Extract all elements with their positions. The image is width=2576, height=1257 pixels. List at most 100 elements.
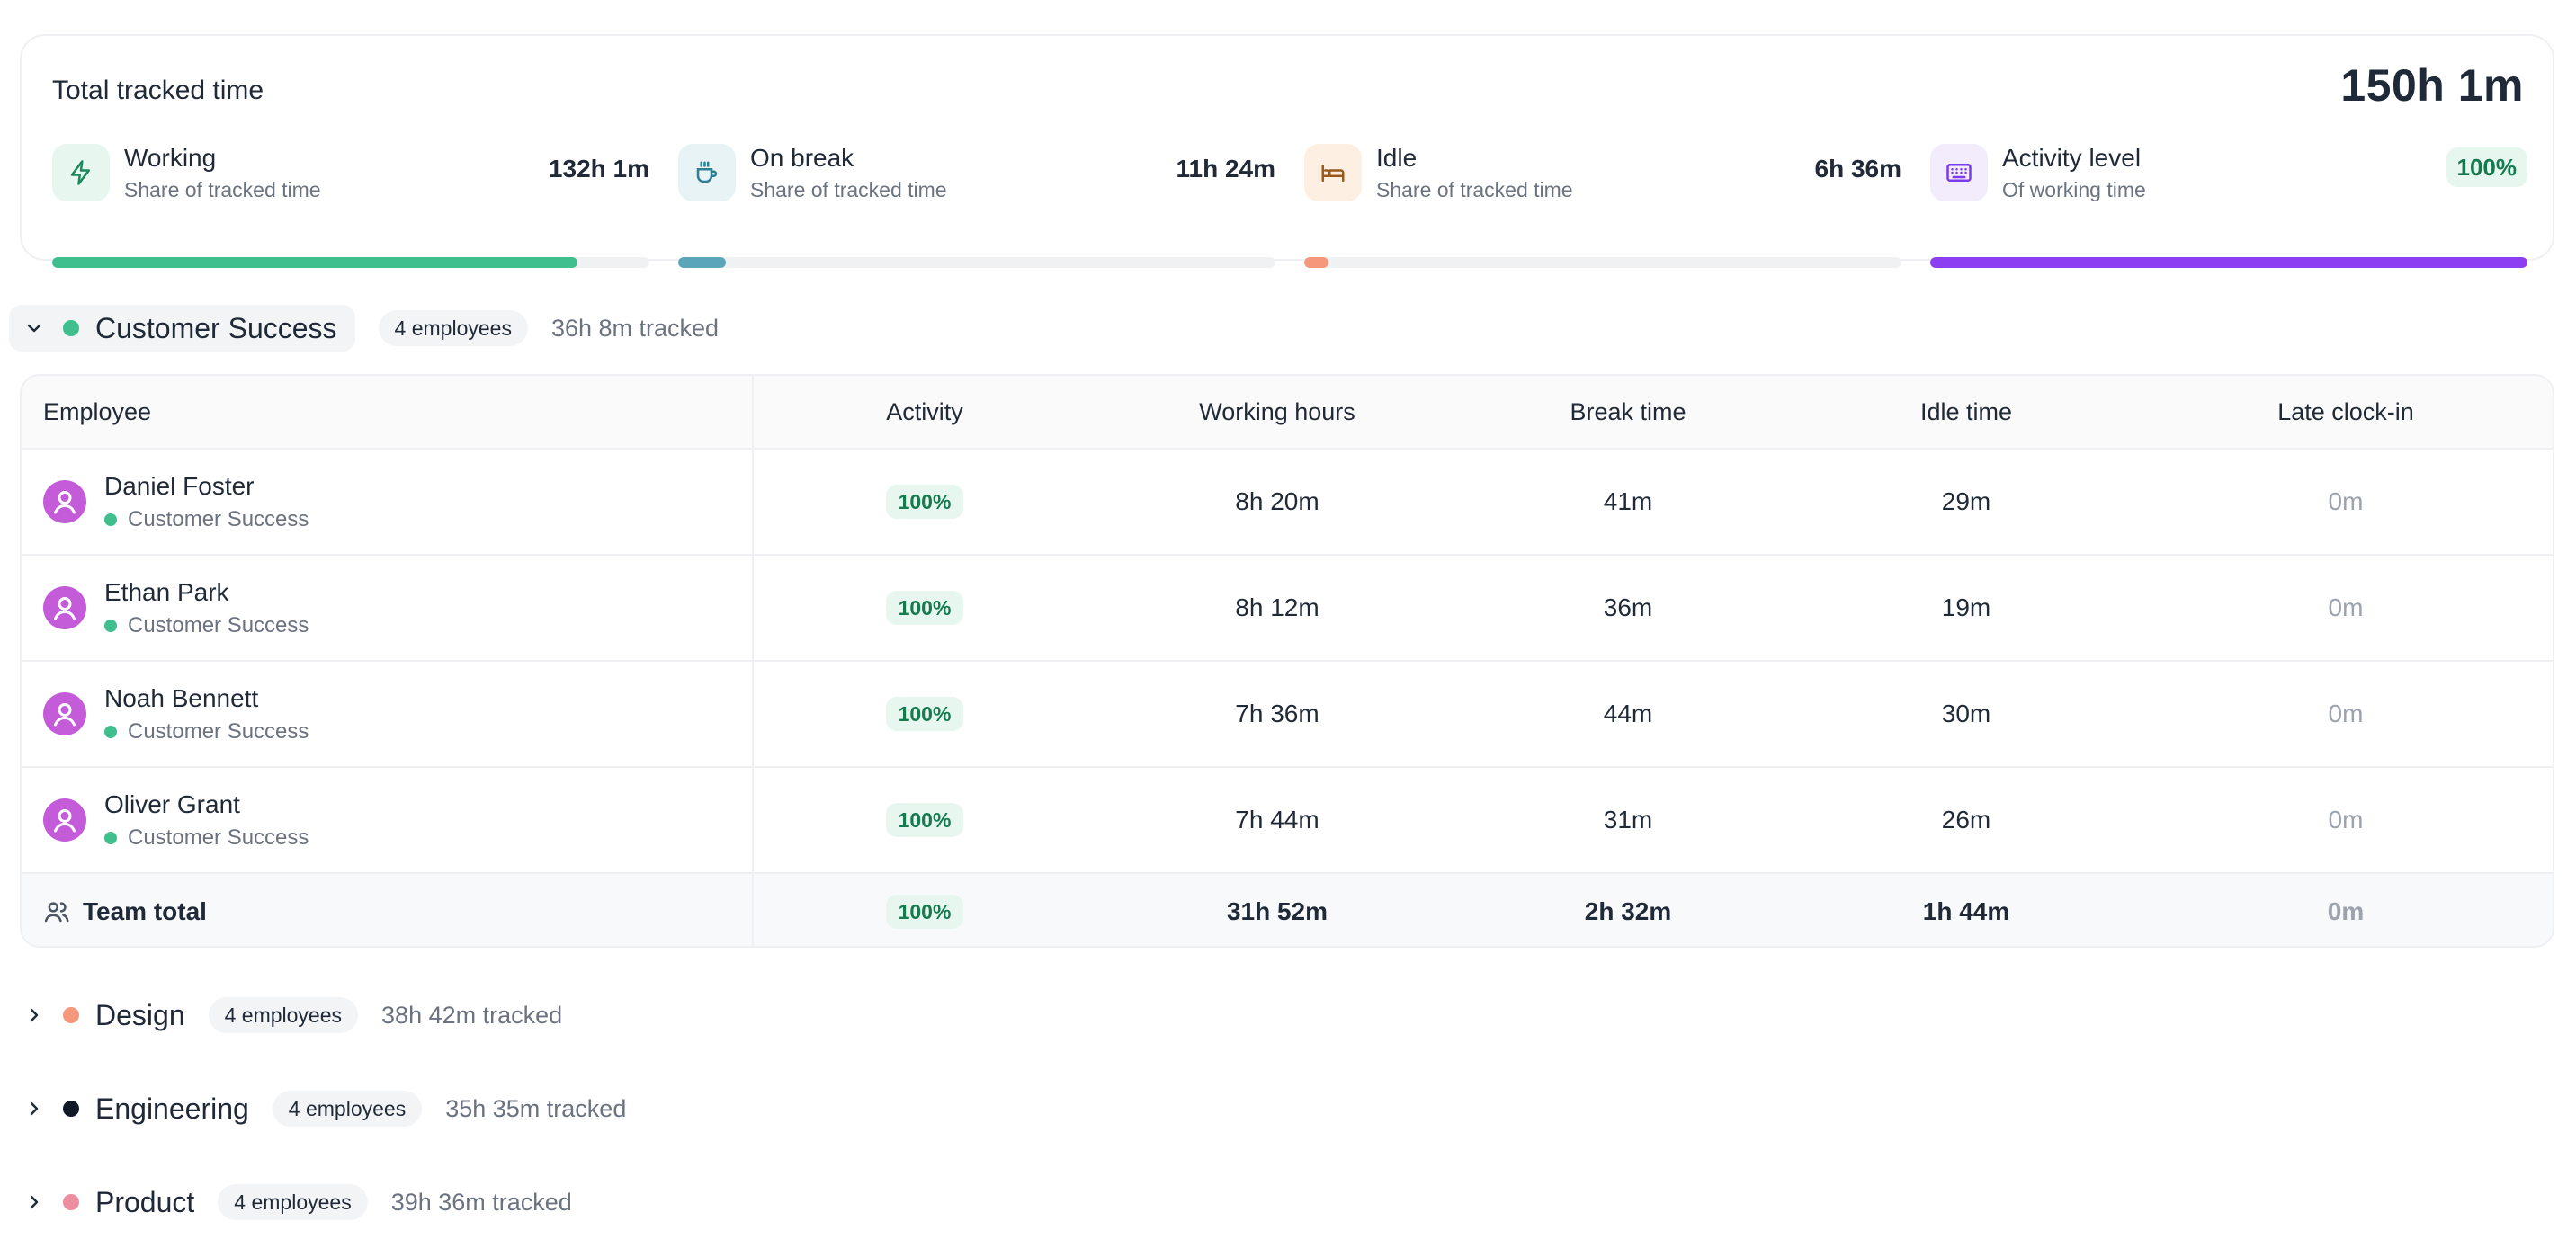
coffee-icon (678, 144, 736, 201)
avatar (43, 480, 86, 523)
employee-cell: Oliver Grant Customer Success (22, 768, 754, 872)
summary-total: 150h 1m (2340, 60, 2524, 111)
employee-team-label: Customer Success (128, 613, 309, 637)
column-header-idle-time[interactable]: Idle time (1919, 397, 2013, 425)
employee-team: Customer Success (104, 719, 309, 744)
group-tracked-time: 39h 36m tracked (390, 1188, 572, 1216)
employee-name: Ethan Park (104, 578, 229, 606)
total-activity-cell: 100% (754, 874, 1096, 946)
total-break-time-value: 2h 32m (1584, 897, 1672, 925)
group-toggle[interactable]: Product (9, 1179, 212, 1226)
break-time-cell: 36m (1459, 556, 1797, 660)
user-icon (54, 597, 76, 620)
users-icon (44, 902, 69, 923)
avatar (43, 798, 86, 842)
working-hours-cell: 8h 20m (1096, 450, 1459, 554)
employee-cell: Noah Bennett Customer Success (22, 662, 754, 766)
column-header-activity[interactable]: Activity (886, 397, 963, 425)
chevron-right-icon (30, 1195, 39, 1209)
metric-sublabel: Of working time (2002, 178, 2146, 201)
total-late-clock-in-value: 0m (2327, 897, 2365, 925)
activity-badge: 100% (885, 485, 964, 519)
employee-name: Daniel Foster (104, 472, 255, 500)
late-clock-in-cell: 0m (2135, 450, 2553, 554)
employee-team-label: Customer Success (128, 507, 309, 531)
group-tracked-time: 38h 42m tracked (381, 1001, 563, 1029)
team-total-cell: Team total (22, 874, 754, 946)
bolt-icon (52, 144, 110, 201)
total-late-clock-in-cell: 0m (2135, 874, 2553, 946)
progress-track (52, 257, 649, 268)
employee-info: Oliver Grant Customer Success (104, 789, 309, 851)
group-toggle[interactable]: Engineering (9, 1085, 267, 1132)
group-header-product: Product 4 employees 39h 36m tracked (9, 1178, 572, 1226)
break-time-value: 41m (1603, 487, 1653, 515)
column-header-employee[interactable]: Employee (22, 376, 754, 448)
team-color-dot (104, 726, 117, 738)
employee-cell: Daniel Foster Customer Success (22, 450, 754, 554)
break-time-value: 31m (1603, 806, 1653, 834)
column-header-break-time[interactable]: Break time (1570, 397, 1686, 425)
progress-fill (52, 257, 578, 268)
activity-badge: 100% (885, 895, 964, 929)
break-time-cell: 41m (1459, 450, 1797, 554)
idle-time-cell: 26m (1797, 768, 2135, 872)
activity-badge: 100% (885, 697, 964, 731)
progress-track (1930, 257, 2527, 268)
table-row[interactable]: Noah Bennett Customer Success 100% 7h 36… (22, 662, 2553, 768)
team-color-dot (104, 620, 117, 632)
progress-track (1304, 257, 1901, 268)
chevron-right-icon (30, 1101, 39, 1116)
team-color-dot (104, 513, 117, 526)
working-hours-cell: 7h 44m (1096, 768, 1459, 872)
metric-value: 11h 24m (1176, 155, 1275, 183)
table-row[interactable]: Ethan Park Customer Success 100% 8h 12m … (22, 556, 2553, 662)
metric-activity-level: Activity level Of working time 100% (1930, 144, 2527, 268)
employee-info: Ethan Park Customer Success (104, 577, 309, 638)
avatar (43, 586, 86, 629)
employee-info: Daniel Foster Customer Success (104, 471, 309, 532)
group-name: Design (95, 998, 185, 1031)
metric-sublabel: Share of tracked time (1376, 178, 1573, 201)
total-idle-time-cell: 1h 44m (1797, 874, 2135, 946)
activity-cell: 100% (754, 556, 1096, 660)
table-row[interactable]: Daniel Foster Customer Success 100% 8h 2… (22, 450, 2553, 556)
idle-time-value: 26m (1941, 806, 1991, 834)
group-toggle[interactable]: Customer Success (9, 305, 355, 352)
table-row[interactable]: Oliver Grant Customer Success 100% 7h 44… (22, 768, 2553, 874)
metric-value: 132h 1m (548, 155, 649, 183)
employee-count-badge: 4 employees (378, 310, 528, 346)
group-name: Engineering (95, 1092, 249, 1125)
working-hours-value: 8h 12m (1235, 593, 1319, 621)
employee-team: Customer Success (104, 613, 309, 638)
metric-working: Working Share of tracked time 132h 1m (52, 144, 649, 268)
activity-cell: 100% (754, 768, 1096, 872)
group-toggle[interactable]: Design (9, 992, 203, 1039)
group-header-engineering: Engineering 4 employees 35h 35m tracked (9, 1084, 626, 1133)
user-icon (54, 703, 76, 727)
metric-sublabel: Share of tracked time (750, 178, 947, 201)
activity-badge: 100% (885, 591, 964, 625)
break-time-cell: 31m (1459, 768, 1797, 872)
employee-team-label: Customer Success (128, 719, 309, 744)
metric-label: On break (750, 144, 854, 172)
summary-card: Total tracked time 150h 1m Working Share… (20, 34, 2554, 268)
progress-fill (678, 257, 727, 268)
group-name: Product (95, 1185, 195, 1218)
column-header-working-hours[interactable]: Working hours (1199, 397, 1355, 425)
employee-count-badge: 4 employees (218, 1184, 368, 1220)
activity-cell: 100% (754, 662, 1096, 766)
column-header-late-clock-in[interactable]: Late clock-in (2277, 397, 2414, 425)
employee-name: Noah Bennett (104, 684, 259, 712)
group-tracked-time: 35h 35m tracked (445, 1094, 627, 1122)
metric-label: Working (124, 144, 217, 172)
idle-time-cell: 29m (1797, 450, 2135, 554)
avatar (43, 692, 86, 735)
total-working-hours-cell: 31h 52m (1096, 874, 1459, 946)
metric-value: 6h 36m (1814, 155, 1902, 183)
team-color-dot (104, 832, 117, 844)
idle-time-cell: 30m (1797, 662, 2135, 766)
late-clock-in-value: 0m (2328, 593, 2364, 621)
employee-team: Customer Success (104, 507, 309, 532)
group-tracked-time: 36h 8m tracked (550, 314, 720, 342)
